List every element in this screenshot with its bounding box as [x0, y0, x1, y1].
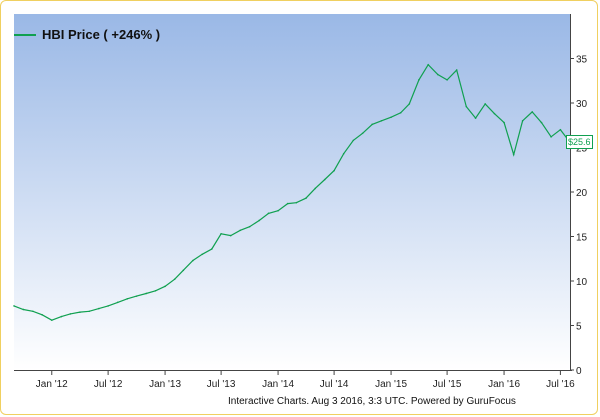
y-tick-label: 10: [576, 277, 588, 288]
x-tick-label: Jul '16: [546, 379, 575, 390]
price-point: [380, 120, 383, 122]
price-point: [211, 248, 213, 250]
price-point: [446, 79, 448, 81]
x-tick-group: Jan '12 Jul '12 Jan '13 Jul '13 Jan '14 Jul '…: [36, 370, 575, 390]
price-point: [229, 234, 232, 237]
y-tick-label: 15: [576, 233, 588, 244]
price-point: [173, 278, 176, 281]
x-tick-label: Jan '13: [149, 379, 181, 390]
plot-area: [14, 14, 570, 370]
price-point: [333, 169, 335, 172]
price-point: [164, 285, 166, 288]
price-point: [277, 209, 279, 212]
y-tick-label: 5: [576, 322, 582, 333]
price-point: [324, 178, 326, 181]
price-point: [201, 253, 204, 256]
price-point: [13, 305, 15, 307]
price-point: [22, 308, 25, 311]
price-point: [248, 225, 251, 228]
price-point: [220, 233, 222, 235]
price-point: [465, 105, 468, 108]
price-point: [145, 292, 147, 295]
chart-footer: Interactive Charts. Aug 3 2016, 3:3 UTC.…: [228, 396, 516, 407]
price-point: [540, 121, 543, 124]
price-point: [503, 121, 505, 124]
price-point: [484, 103, 486, 105]
y-tick-group: 05101520253035: [570, 55, 588, 377]
x-tick-label: Jan '16: [488, 379, 520, 390]
price-point: [258, 219, 260, 222]
price-point: [305, 197, 307, 200]
price-point: [107, 305, 109, 307]
price-point: [342, 152, 345, 155]
legend-swatch: [14, 33, 36, 36]
y-tick-label: 20: [576, 188, 588, 199]
price-point: [192, 259, 194, 262]
price-point: [41, 314, 43, 316]
price-point: [32, 310, 34, 313]
x-tick-label: Jul '14: [320, 379, 349, 390]
price-series-line: [13, 63, 571, 321]
price-point: [50, 319, 53, 321]
price-point: [399, 111, 402, 114]
price-point: [493, 112, 496, 115]
price-point: [559, 128, 562, 131]
price-point: [361, 132, 364, 135]
x-tick-label: Jan '12: [36, 379, 68, 390]
price-point: [408, 103, 411, 105]
price-point: [371, 123, 373, 126]
price-point: [512, 153, 515, 156]
price-point: [437, 73, 439, 76]
price-point: [239, 229, 242, 232]
price-point: [116, 301, 119, 304]
price-point: [60, 315, 63, 318]
price-point: [550, 136, 552, 138]
price-point: [126, 298, 129, 300]
x-tick-label: Jan '15: [375, 379, 407, 390]
x-tick-label: Jul '12: [94, 379, 123, 390]
legend: HBI Price ( +246% ): [14, 27, 160, 42]
x-tick-label: Jul '15: [433, 379, 462, 390]
price-point: [295, 201, 298, 204]
legend-label: HBI Price ( +246% ): [42, 27, 161, 42]
price-point: [521, 120, 524, 122]
price-point: [154, 289, 157, 292]
price-point: [418, 79, 420, 81]
price-point: [135, 295, 138, 297]
price-point: [286, 202, 289, 205]
price-point: [455, 69, 458, 71]
price-point: [531, 111, 534, 113]
price-point: [267, 212, 270, 215]
price-point: [314, 187, 317, 190]
y-tick-label: 30: [576, 99, 588, 110]
price-point: [79, 311, 81, 313]
x-tick-label: Jul '13: [207, 379, 236, 390]
y-tick-label: 35: [576, 55, 588, 66]
price-point: [390, 116, 392, 119]
price-point: [427, 63, 430, 66]
x-tick-label: Jan '14: [262, 379, 294, 390]
y-tick-label: 0: [576, 366, 582, 377]
price-point: [69, 313, 72, 315]
price-point: [474, 117, 477, 119]
price-point: [182, 269, 185, 272]
price-point: [98, 307, 100, 310]
last-price-badge: $25.6: [566, 135, 593, 150]
price-point: [352, 139, 355, 142]
price-point: [88, 310, 91, 313]
